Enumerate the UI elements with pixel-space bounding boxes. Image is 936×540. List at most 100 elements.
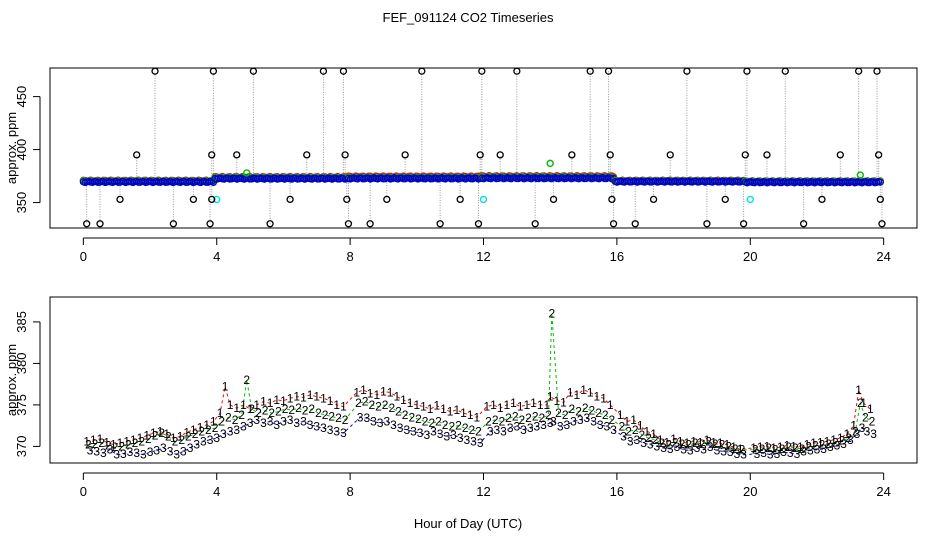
series-1-marker: 1 — [617, 408, 624, 422]
series-3-marker: 3 — [827, 440, 834, 454]
series-3-marker: 3 — [127, 445, 134, 459]
series-1-marker: 1 — [837, 431, 844, 445]
series-3-marker: 3 — [187, 441, 194, 455]
series-3-marker: 3 — [253, 413, 260, 427]
detail-y-axis: 370 375 380 385 — [14, 311, 41, 457]
series-2-marker: 2 — [275, 405, 282, 419]
series-1-marker: 1 — [313, 390, 320, 404]
series-3-marker: 3 — [390, 418, 397, 432]
series-2-marker: 2 — [569, 402, 576, 416]
series-2-marker: 2 — [165, 429, 172, 443]
series-1-marker: 1 — [790, 439, 797, 453]
series-2-marker: 2 — [462, 421, 469, 435]
series-2-marker: 2 — [845, 431, 852, 445]
series-2-marker: 2 — [448, 419, 455, 433]
series-2-marker: 2 — [779, 442, 786, 456]
series-2-marker: 2 — [839, 434, 846, 448]
series-2-marker: 2 — [475, 424, 482, 438]
series-3-marker: 3 — [437, 427, 444, 441]
x-tick-label: 24 — [876, 249, 890, 264]
series-3-marker: 3 — [620, 429, 627, 443]
series-3-marker: 3 — [610, 423, 617, 437]
series-1-marker: 1 — [483, 400, 490, 414]
series-3-marker: 3 — [417, 426, 424, 440]
series-1-marker: 1 — [137, 431, 144, 445]
x-axis-label: Hour of Day (UTC) — [414, 516, 522, 531]
series-1-marker: 1 — [690, 434, 697, 448]
series-3-marker: 3 — [307, 418, 314, 432]
series-3-marker: 3 — [450, 428, 457, 442]
series-1-marker: 1 — [287, 391, 294, 405]
series-3-marker: 3 — [383, 415, 390, 429]
highlight-point — [479, 195, 488, 204]
series-2-marker: 2 — [225, 410, 232, 424]
x-tick-label: 8 — [346, 484, 353, 499]
series-3-marker: 3 — [403, 423, 410, 437]
series-1-marker: 1 — [850, 419, 857, 433]
series-2-marker: 2 — [785, 440, 792, 454]
outlier-point — [703, 220, 711, 228]
series-1-marker: 1 — [717, 436, 724, 450]
series-2-marker: 2 — [268, 406, 275, 420]
series-2-marker: 2 — [685, 438, 692, 452]
series-1-marker: 1 — [373, 388, 380, 402]
detail-y-label: approx. ppm — [4, 344, 19, 416]
x-tick-label: 16 — [610, 484, 624, 499]
series-3-marker: 3 — [674, 440, 681, 454]
series-2-marker: 2 — [869, 415, 876, 429]
series-2-marker: 2 — [609, 413, 616, 427]
series-3-marker: 3 — [327, 423, 334, 437]
outlier-point — [116, 195, 124, 204]
series-3-marker: 3 — [634, 433, 641, 447]
series-1-marker: 1 — [222, 380, 229, 394]
series-2-marker: 2 — [679, 437, 686, 451]
outlier-point — [631, 220, 639, 228]
x-tick-label: 24 — [876, 484, 890, 499]
series-2-marker: 2 — [652, 433, 659, 447]
series-1-marker: 1 — [757, 440, 764, 454]
series-2-marker: 2 — [408, 410, 415, 424]
highlight-point — [243, 169, 251, 177]
outlier-point — [343, 195, 351, 204]
series-1-marker: 1 — [333, 398, 340, 412]
series-1-marker: 1 — [110, 438, 117, 452]
series-3-marker: 3 — [647, 438, 654, 452]
series-3-marker: 3 — [714, 444, 721, 458]
x-tick-label: 20 — [743, 249, 757, 264]
series-2-marker: 2 — [492, 413, 499, 427]
series-1-marker: 1 — [537, 398, 544, 412]
series-3-marker: 3 — [107, 443, 114, 457]
series-2-marker: 2 — [415, 412, 422, 426]
outlier-point — [208, 151, 216, 159]
series-1-marker: 1 — [300, 390, 307, 404]
series-2-marker: 2 — [759, 442, 766, 456]
series-2-marker: 2 — [302, 404, 309, 418]
series-3-marker: 3 — [113, 448, 120, 462]
series-3-marker: 3 — [550, 415, 557, 429]
series-1-marker: 1 — [340, 400, 347, 414]
series-1-marker: 1 — [664, 435, 671, 449]
series-2-marker: 2 — [355, 396, 362, 410]
outlier-point — [875, 151, 883, 159]
series-2-marker: 2 — [625, 424, 632, 438]
series-3-marker: 3 — [740, 448, 747, 462]
outlier-point — [266, 220, 274, 228]
overview-plot-frame — [49, 67, 918, 229]
series-2-marker: 2 — [512, 410, 519, 424]
series-3-marker: 3 — [487, 424, 494, 438]
series-3-marker: 3 — [100, 446, 107, 460]
series-3-marker: 3 — [140, 448, 147, 462]
highlight-point — [746, 195, 754, 204]
detail-plot-frame — [49, 296, 918, 464]
series-3-marker: 3 — [397, 421, 404, 435]
series-2-marker: 2 — [505, 411, 512, 425]
series-1-marker: 1 — [203, 418, 210, 432]
series-2-marker: 2 — [422, 415, 429, 429]
panel-overview: 0 4 8 12 16 20 24 350 400 450 approx. ppm — [4, 67, 918, 264]
series-2-marker: 2 — [375, 400, 382, 414]
series-1-marker: 1 — [460, 406, 467, 420]
series-1-marker: 1 — [600, 391, 607, 405]
outlier-point — [878, 220, 886, 228]
series-2-marker: 2 — [322, 408, 329, 422]
series-1-marker: 1 — [567, 385, 574, 399]
